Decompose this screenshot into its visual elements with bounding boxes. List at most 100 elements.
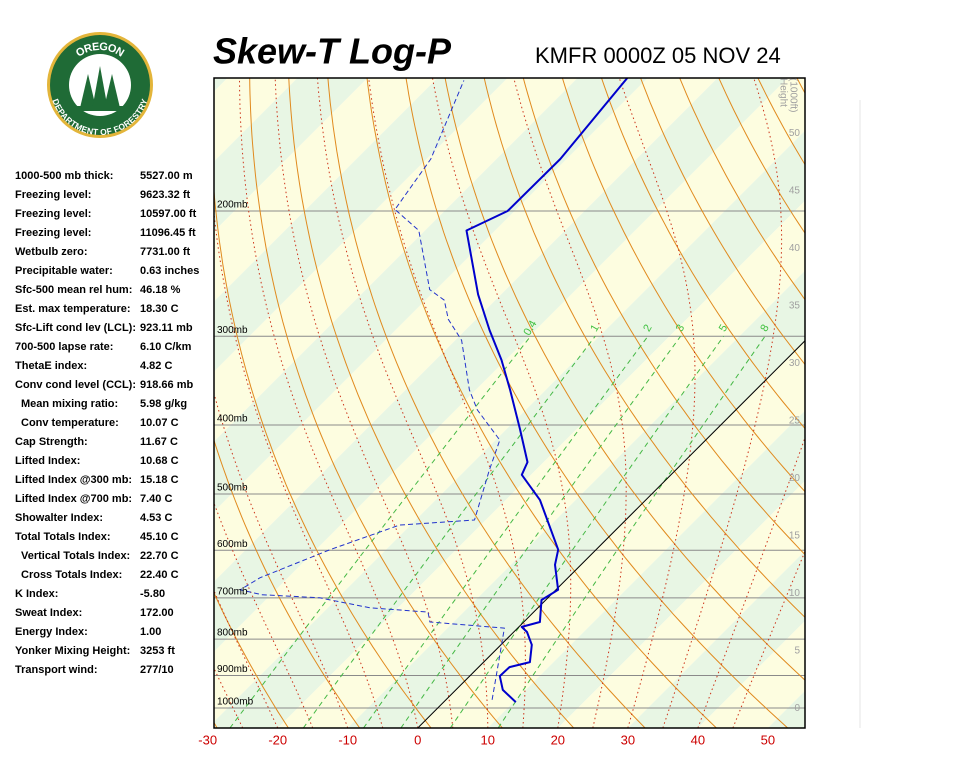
mixing-ratio-line: [400, 335, 682, 728]
index-label: Conv temperature:: [21, 417, 119, 429]
mixing-ratio-label: 2: [641, 323, 654, 334]
height-tick-label: 50: [789, 128, 801, 139]
height-tick-label: 45: [789, 185, 801, 196]
temperature-tick-label: 40: [691, 732, 705, 747]
index-value: 4.82 C: [140, 360, 172, 372]
index-label: Sfc-Lift cond lev (LCL):: [15, 322, 136, 334]
dry-adiabat: [875, 78, 960, 728]
dry-adiabat: [327, 78, 646, 728]
dry-adiabat: [718, 78, 805, 235]
dry-adiabat: [444, 78, 805, 681]
isotherm-band: [277, 200, 805, 728]
index-value: 15.18 C: [140, 474, 179, 486]
pressure-tick-label: 300mb: [217, 325, 248, 336]
index-value: 1.00: [140, 626, 161, 638]
dry-adiabat: [796, 78, 805, 95]
index-value: 10.07 C: [140, 417, 179, 429]
temperature-tick-label: 50: [761, 732, 775, 747]
index-label: Yonker Mixing Height:: [15, 645, 130, 657]
temperature-tick-label: -20: [268, 732, 287, 747]
dry-adiabat: [561, 78, 805, 493]
height-tick-label: 35: [789, 300, 801, 311]
index-value: 22.40 C: [140, 569, 179, 581]
index-label: Showalter Index:: [15, 512, 103, 524]
index-label: ThetaE index:: [15, 360, 87, 372]
moist-adiabat: [214, 391, 349, 728]
logo-ground: [72, 106, 128, 111]
index-value: 5.98 g/kg: [140, 398, 187, 410]
dry-adiabat: [214, 591, 289, 728]
dry-adiabat: [214, 438, 361, 728]
isotherm-band: [557, 480, 805, 728]
index-value: 22.70 C: [140, 550, 179, 562]
indices-table: 1000-500 mb thick: 5527.00 m Freezing leve…: [15, 170, 199, 676]
temperature-tick-label: 20: [551, 732, 565, 747]
pressure-tick-label: 900mb: [217, 664, 248, 675]
index-label: Vertical Totals Index:: [21, 550, 130, 562]
temperature-tick-label: -30: [198, 732, 217, 747]
mixing-ratio-label: 8: [758, 323, 771, 334]
height-tick-label: 30: [789, 358, 801, 369]
temperature-tick-label: 30: [621, 732, 635, 747]
moist-adiabat: [662, 78, 783, 728]
height-axis-label: Height: [777, 78, 788, 107]
index-label: 700-500 lapse rate:: [15, 341, 113, 353]
temperature-line: [465, 78, 629, 703]
index-label: Conv cond level (CCL):: [15, 379, 136, 391]
chart-subtitle: KMFR 0000Z 05 NOV 24: [535, 43, 781, 68]
dry-adiabat: [640, 78, 805, 366]
height-tick-label: 10: [789, 588, 801, 599]
height-tick-label: 20: [789, 473, 801, 484]
dry-adiabat: [953, 78, 960, 728]
logo: OREGON DEPARTMENT OF FORESTRY: [47, 32, 153, 138]
index-value: 277/10: [140, 664, 174, 676]
index-label: Energy Index:: [15, 626, 88, 638]
index-value: 10.68 C: [140, 455, 179, 467]
index-label: Lifted Index:: [15, 455, 80, 467]
index-value: 45.10 C: [140, 531, 179, 543]
pressure-tick-label: 600mb: [217, 539, 248, 550]
axes: 200mb 300mb 400mb 500mb 600mb 700mb 800mb 900mb…: [198, 78, 800, 747]
index-value: 923.11 mb: [140, 322, 193, 334]
dry-adiabat: [836, 78, 960, 728]
mixing-ratio-label: 1: [588, 323, 601, 334]
logo-text: OREGON: [74, 41, 126, 60]
plot-frame: [213, 77, 806, 729]
temperature-tick-label: 10: [481, 732, 495, 747]
height-axis-label: (1000ft): [787, 78, 798, 112]
index-value: 918.66 mb: [140, 379, 193, 391]
chart-title: Skew-T Log-P: [213, 31, 452, 72]
dry-adiabat: [366, 78, 717, 728]
logo-tree: [104, 74, 120, 108]
index-label: Mean mixing ratio:: [21, 398, 118, 410]
dry-adiabat: [288, 78, 575, 728]
index-value: 10597.00 ft: [140, 208, 197, 220]
dry-adiabat: [405, 78, 789, 728]
height-tick-label: 5: [794, 646, 800, 657]
isotherm-band: [487, 410, 805, 728]
logo-tree: [92, 66, 108, 110]
isotherm-band: [347, 270, 805, 728]
index-label: Sweat Index:: [15, 607, 82, 619]
temperature-tick-label: 0: [414, 732, 421, 747]
height-tick-label: 40: [789, 243, 801, 254]
dewpoint-line: [239, 80, 505, 700]
logo-tree: [80, 74, 96, 108]
height-tick-label: 25: [789, 415, 801, 426]
index-value: 5527.00 m: [140, 170, 193, 182]
pressure-tick-label: 500mb: [217, 483, 248, 494]
index-value: 0.63 inches: [140, 265, 199, 277]
dry-adiabat: [914, 78, 960, 728]
index-label: Sfc-500 mean rel hum:: [15, 284, 132, 296]
height-tick-label: 0: [794, 703, 800, 714]
pressure-tick-label: 200mb: [217, 200, 248, 211]
height-tick-label: 15: [789, 531, 801, 542]
index-label: Precipitable water:: [15, 265, 113, 277]
pressure-tick-label: 400mb: [217, 414, 248, 425]
pressure-tick-label: 700mb: [217, 586, 248, 597]
index-value: 172.00: [140, 607, 174, 619]
index-label: 1000-500 mb thick:: [15, 170, 113, 182]
isotherm-band: [697, 620, 805, 728]
zero-isotherm: [417, 340, 805, 728]
